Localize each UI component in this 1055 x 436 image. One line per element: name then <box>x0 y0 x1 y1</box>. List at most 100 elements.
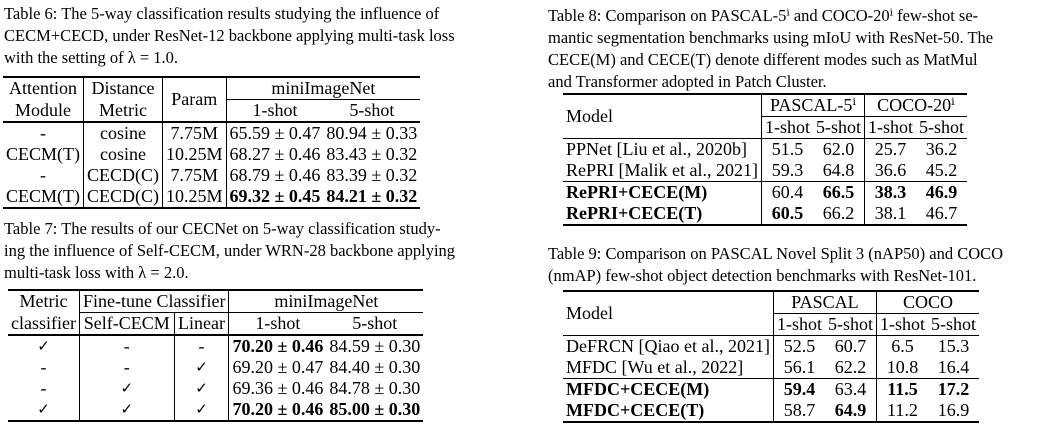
col-header-1shot: 1-shot <box>773 313 825 336</box>
cell-linear: ✓ <box>174 399 230 422</box>
cell-linear: - <box>174 334 230 357</box>
col-header-1shot: 1-shot <box>864 116 916 139</box>
cell-selfcecm: ✓ <box>79 378 175 399</box>
cell-model: MFDC [Wu et al., 2022] <box>563 357 774 379</box>
cell-value: 66.5 <box>812 181 865 203</box>
cell-model: MFDC+CECE(M) <box>563 378 774 400</box>
table8: Model PASCAL-5ⁱ COCO-20ⁱ 1-shot 5-shot 1… <box>563 93 967 226</box>
col-header-model: Model <box>563 290 774 336</box>
table-row: - cosine 7.75M 65.59 ± 0.47 80.94 ± 0.33 <box>3 121 421 144</box>
cell-value: 51.5 <box>771 139 804 159</box>
group-header-miniimagenet: miniImageNet <box>228 289 424 313</box>
cell-1shot: 70.20 ± 0.46 <box>228 334 327 357</box>
cell-value: 36.2 <box>925 139 958 159</box>
cell-value: 10.8 <box>886 357 919 377</box>
group-header-miniimagenet: miniImageNet <box>226 76 421 100</box>
cell-value: 60.7 <box>824 335 877 357</box>
cell-value: 38.3 <box>864 181 916 203</box>
cell-value: 59.3 <box>771 160 804 180</box>
cell-value: 46.9 <box>915 181 967 203</box>
caption-line: and Transformer adopted in Patch Cluster… <box>548 72 827 91</box>
col-header-model: Model <box>563 93 762 139</box>
table-row: MFDC+CECE(M) 59.4 63.4 11.5 17.2 <box>563 378 979 400</box>
col-header-1shot: 1-shot <box>761 116 813 139</box>
cell-attention: CECM(T) <box>3 186 84 209</box>
cell-attention: - <box>3 165 84 186</box>
cell-1shot: 68.79 ± 0.46 <box>229 165 321 185</box>
group-header-coco: COCO-20ⁱ <box>864 93 967 117</box>
cell-param: 7.75M <box>162 165 227 186</box>
caption-line: Table 8: Comparison on PASCAL-5ⁱ and COC… <box>548 6 979 25</box>
cell-param: 10.25M <box>162 186 227 209</box>
cell-attention: CECM(T) <box>3 144 84 165</box>
cell-metric-classifier: ✓ <box>8 334 80 357</box>
table-row: CECM(T) CECD(C) 10.25M 69.32 ± 0.45 84.21 ± … <box>3 186 421 209</box>
cell-metric: cosine <box>83 144 163 165</box>
cell-value: 60.5 <box>761 203 813 226</box>
group-header-pascal: PASCAL-5ⁱ <box>761 93 865 117</box>
group-header-finetune: Fine-tune Classifier <box>79 289 230 313</box>
col-header-metric: Metric <box>8 289 80 313</box>
caption-line: Table 6: The 5-way classification result… <box>4 4 440 23</box>
caption-line: CECM+CECD, under ResNet-12 backbone appl… <box>4 26 455 45</box>
cell-param: 10.25M <box>162 144 227 165</box>
caption-line: Table 9: Comparison on PASCAL Novel Spli… <box>548 244 1004 263</box>
cell-value: 62.0 <box>812 138 865 160</box>
cell-metric-classifier: ✓ <box>8 399 80 422</box>
cell-value: 66.2 <box>812 203 865 226</box>
cell-1shot: 65.59 ± 0.47 <box>226 121 324 144</box>
cell-metric-classifier: - <box>8 378 80 399</box>
table-row: - ✓ ✓ 69.36 ± 0.46 84.78 ± 0.30 <box>8 378 423 399</box>
cell-selfcecm: - <box>79 357 175 378</box>
table-row: MFDC [Wu et al., 2022] 56.1 62.2 10.8 16.4 <box>563 357 979 379</box>
cell-value: 45.2 <box>925 160 958 180</box>
table6-caption: Table 6: The 5-way classification result… <box>4 3 512 69</box>
cell-value: 17.2 <box>927 378 979 400</box>
cell-1shot: 70.20 ± 0.46 <box>228 399 327 422</box>
caption-line: ing the influence of Self-CECM, under WR… <box>4 241 456 260</box>
col-header-param: Param <box>162 76 227 122</box>
cell-value: 52.5 <box>783 336 816 356</box>
col-header-attention: Attention <box>3 76 84 100</box>
cell-value: 15.3 <box>937 336 970 356</box>
cell-value: 60.4 <box>761 181 813 203</box>
col-header-5shot: 5-shot <box>915 116 967 139</box>
col-header-metric-2: classifier <box>8 312 80 335</box>
cell-attention: - <box>3 121 84 144</box>
cell-value: 64.9 <box>824 400 877 423</box>
cell-5shot: 84.40 ± 0.30 <box>329 357 421 377</box>
table-row: ✓ - -70.20 ± 0.46 84.59 ± 0.30 <box>8 334 424 357</box>
cell-value: 16.9 <box>927 400 979 423</box>
caption-line: with the setting of λ = 1.0. <box>4 48 179 67</box>
table9: Model PASCAL COCO 1-shot 5-shot 1-shot 5… <box>563 290 979 423</box>
cell-value: 46.7 <box>915 203 967 226</box>
cell-value: 6.5 <box>891 336 914 356</box>
cell-metric: CECD(C) <box>83 186 163 209</box>
cell-model: RePRI+CECE(M) <box>563 181 762 203</box>
col-header-1shot: 1-shot <box>252 100 298 120</box>
caption-line: mantic segmentation benchmarks using mIo… <box>548 28 994 47</box>
cell-5shot: 84.78 ± 0.30 <box>329 378 421 398</box>
cell-selfcecm: ✓ <box>79 399 175 422</box>
caption-line: CECE(M) and CECE(T) denote different mod… <box>548 50 978 69</box>
cell-model: RePRI+CECE(T) <box>563 203 762 226</box>
table-row: RePRI+CECE(T) 60.5 66.2 38.1 46.7 <box>563 203 967 226</box>
col-header-5shot: 5-shot <box>927 313 979 336</box>
table-row: - CECD(C) 7.75M 68.79 ± 0.46 83.39 ± 0.32 <box>3 165 420 186</box>
cell-value: 63.4 <box>824 378 877 400</box>
cell-value: 11.2 <box>876 400 928 423</box>
group-header-coco: COCO <box>876 290 979 314</box>
cell-value: 25.7 <box>874 139 907 159</box>
table-row: DeFRCN [Qiao et al., 2021] 52.5 60.7 6.5 15.… <box>563 335 979 357</box>
table7: Metric Fine-tune Classifier miniImageNet… <box>8 289 424 422</box>
caption-line: multi-task loss with λ = 2.0. <box>4 263 189 282</box>
cell-model: MFDC+CECE(T) <box>563 400 774 423</box>
cell-value: 56.1 <box>783 357 816 377</box>
cell-metric: CECD(C) <box>83 165 163 186</box>
table-row: RePRI+CECE(M) 60.4 66.5 38.3 46.9 <box>563 181 967 203</box>
caption-line: Table 7: The results of our CECNet on 5-… <box>4 219 441 238</box>
cell-value: 62.2 <box>824 357 877 379</box>
cell-value: 11.5 <box>876 378 928 400</box>
cell-1shot: 69.20 ± 0.47 <box>232 357 324 377</box>
table-row: RePRI [Malik et al., 2021] 59.3 64.8 36.6 45… <box>563 160 967 182</box>
